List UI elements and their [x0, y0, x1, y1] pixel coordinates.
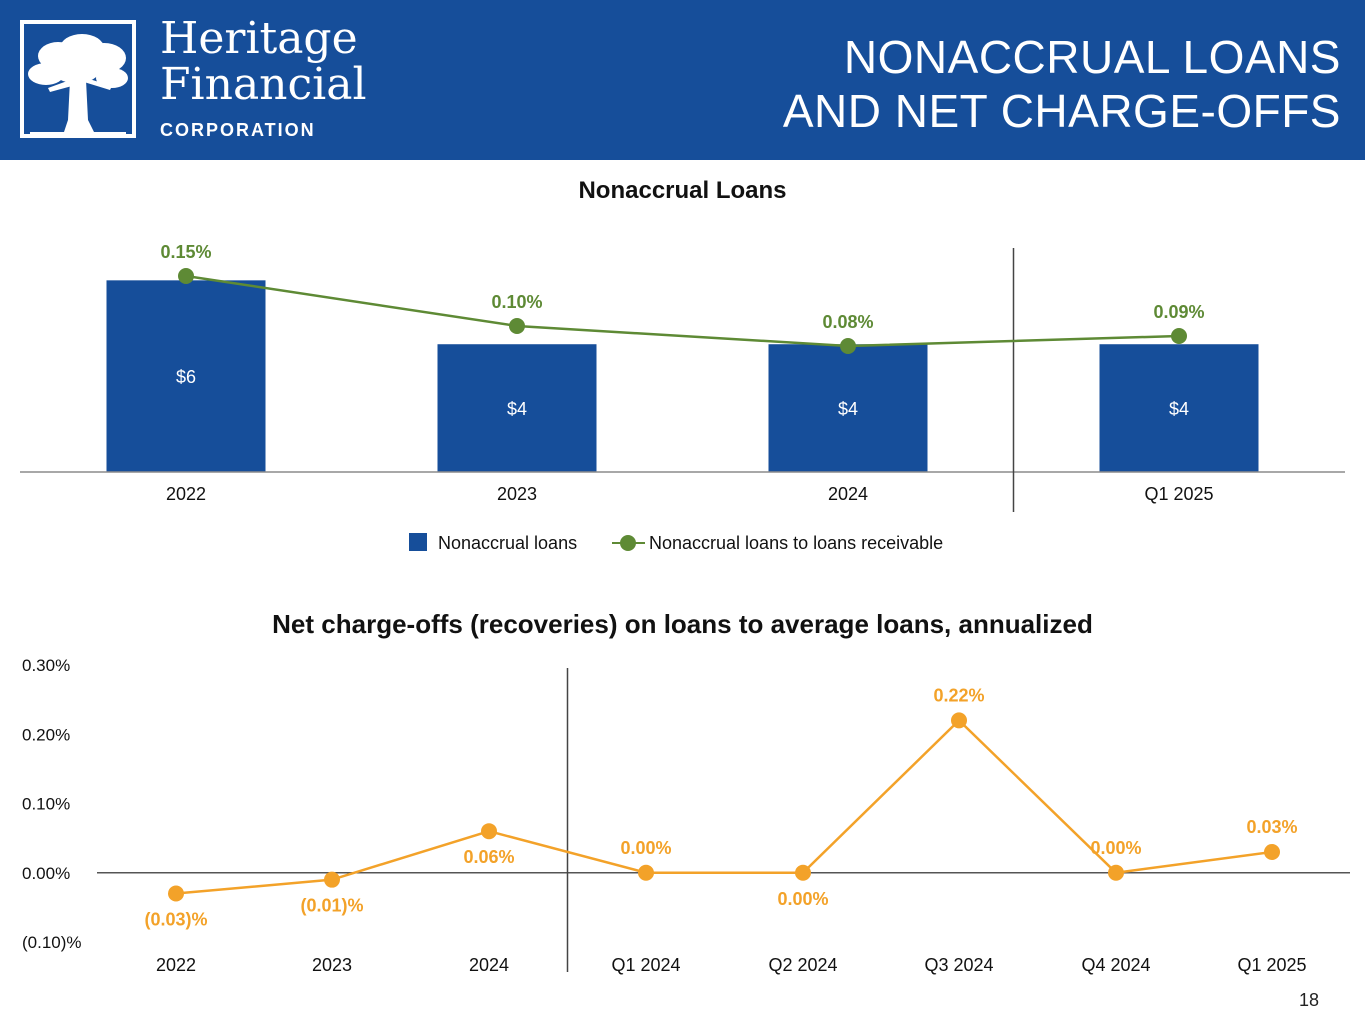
chargeoff-point	[481, 823, 497, 840]
logo	[20, 20, 136, 138]
page-title-line-1: NONACCRUAL LOANS	[843, 31, 1341, 83]
chargeoff-value-label: 0.06%	[463, 847, 514, 867]
chargeoff-x-tick-label: Q4 2024	[1081, 955, 1150, 975]
page-title: NONACCRUAL LOANS AND NET CHARGE-OFFS	[783, 30, 1341, 138]
chargeoff-point	[951, 712, 967, 729]
chargeoff-x-tick-label: Q1 2024	[611, 955, 680, 975]
nonaccrual-bar	[1099, 344, 1259, 472]
nonaccrual-bar	[437, 344, 597, 472]
chargeoff-point	[795, 864, 811, 881]
chargeoff-value-label: 0.03%	[1246, 817, 1297, 837]
nonaccrual-x-tick-label: Q1 2025	[1144, 484, 1213, 504]
chargeoff-y-tick-label: 0.20%	[22, 725, 70, 744]
nonaccrual-ratio-label: 0.09%	[1153, 302, 1204, 322]
legend-line-marker	[620, 535, 636, 551]
chargeoff-x-tick-label: 2022	[156, 955, 196, 975]
legend-bar-label: Nonaccrual loans	[438, 533, 577, 553]
brand-line-2: Financial	[160, 59, 367, 110]
nonaccrual-chart-title: Nonaccrual Loans	[578, 177, 787, 204]
header-banner: Heritage Financial CORPORATION NONACCRUA…	[0, 0, 1365, 160]
nonaccrual-bar	[768, 344, 928, 472]
chargeoff-value-label: 0.00%	[1090, 838, 1141, 858]
chargeoff-point	[168, 885, 184, 902]
chargeoff-point	[1108, 864, 1124, 881]
nonaccrual-bar-label: $4	[507, 399, 527, 419]
legend-bar-swatch	[409, 533, 427, 551]
chargeoff-x-tick-label: 2024	[469, 955, 509, 975]
chargeoff-x-tick-label: Q1 2025	[1237, 955, 1306, 975]
nonaccrual-x-tick-label: 2022	[166, 484, 206, 504]
nonaccrual-ratio-point	[509, 318, 525, 334]
chargeoff-value-label: 0.00%	[620, 838, 671, 858]
chargeoff-y-tick-label: 0.00%	[22, 864, 70, 883]
nonaccrual-ratio-label: 0.08%	[822, 312, 873, 332]
nonaccrual-ratio-label: 0.15%	[160, 242, 211, 262]
chargeoff-x-tick-label: Q2 2024	[768, 955, 837, 975]
chargeoff-x-tick-label: 2023	[312, 955, 352, 975]
chargeoff-line	[175, 718, 1273, 895]
brand-name: Heritage Financial CORPORATION	[160, 16, 367, 141]
chargeoff-value-label: (0.03)%	[144, 910, 207, 930]
page-number: 18	[1298, 990, 1319, 1010]
chargeoff-value-label: (0.01)%	[300, 896, 363, 916]
brand-line-1: Heritage	[160, 13, 358, 64]
chargeoff-value-label: 0.00%	[777, 889, 828, 909]
page-title-line-2: AND NET CHARGE-OFFS	[782, 85, 1341, 137]
chargeoff-value-label: 0.22%	[933, 685, 984, 705]
chargeoff-point	[638, 864, 654, 881]
nonaccrual-ratio-point	[840, 338, 856, 354]
chargeoff-point	[1264, 843, 1280, 860]
chargeoff-point	[324, 871, 340, 888]
nonaccrual-bar	[106, 280, 266, 472]
nonaccrual-bar-label: $6	[176, 367, 196, 387]
chargeoff-y-tick-label: 0.30%	[22, 656, 70, 675]
nonaccrual-bar-label: $4	[838, 399, 858, 419]
nonaccrual-ratio-label: 0.10%	[491, 292, 542, 312]
chargeoff-x-tick-label: Q3 2024	[924, 955, 993, 975]
legend-line-label: Nonaccrual loans to loans receivable	[649, 533, 943, 553]
nonaccrual-ratio-line	[185, 274, 1180, 348]
nonaccrual-ratio-point	[1171, 328, 1187, 344]
nonaccrual-x-tick-label: 2023	[497, 484, 537, 504]
brand-line-3: CORPORATION	[160, 120, 316, 140]
chargeoff-y-tick-label: 0.10%	[22, 795, 70, 814]
chargeoff-chart-title: Net charge-offs (recoveries) on loans to…	[272, 609, 1093, 639]
nonaccrual-bar-label: $4	[1169, 399, 1189, 419]
nonaccrual-x-tick-label: 2024	[828, 484, 868, 504]
chargeoff-y-tick-label: (0.10)%	[22, 933, 82, 952]
oak-tree-icon	[20, 20, 136, 138]
nonaccrual-ratio-point	[178, 268, 194, 284]
